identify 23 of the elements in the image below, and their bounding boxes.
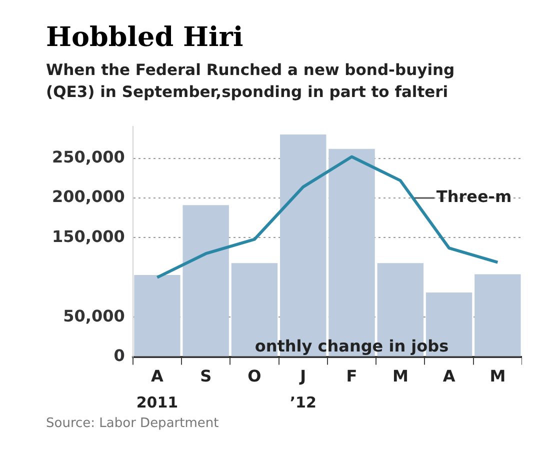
x-tick-label: M <box>490 366 506 386</box>
x-tick-label: J <box>299 366 306 386</box>
text: ’12 <box>290 393 316 412</box>
x-tick-label: A <box>442 366 456 386</box>
y-tick-label: 150,000 <box>52 226 125 246</box>
bar <box>134 275 180 356</box>
chart-subtitle: When the Federal Runched a new bond-buying (QE3) in September,sponding in part to falteri <box>46 60 456 103</box>
x-tick-label: S <box>200 366 212 386</box>
x-tick-label: O <box>248 366 262 386</box>
x-tick-label: F <box>346 366 358 386</box>
bar <box>474 274 521 356</box>
x-tick-label: A <box>151 366 164 386</box>
y-tick-label: 250,000 <box>52 148 125 167</box>
source-note: Source: Labor Department <box>46 416 220 431</box>
y-tick-label: 0 <box>114 346 125 365</box>
bar <box>182 205 229 356</box>
y-tick-label: 200,000 <box>52 187 125 206</box>
y-tick-label: 50,000 <box>63 306 125 326</box>
chart-title: Hobbled Hiri <box>46 22 244 53</box>
x-tick-label: M <box>392 366 408 386</box>
annotation: onthly change in jobs <box>254 336 449 356</box>
annotation: Three-m <box>436 187 512 206</box>
text: 2011 <box>136 393 178 412</box>
